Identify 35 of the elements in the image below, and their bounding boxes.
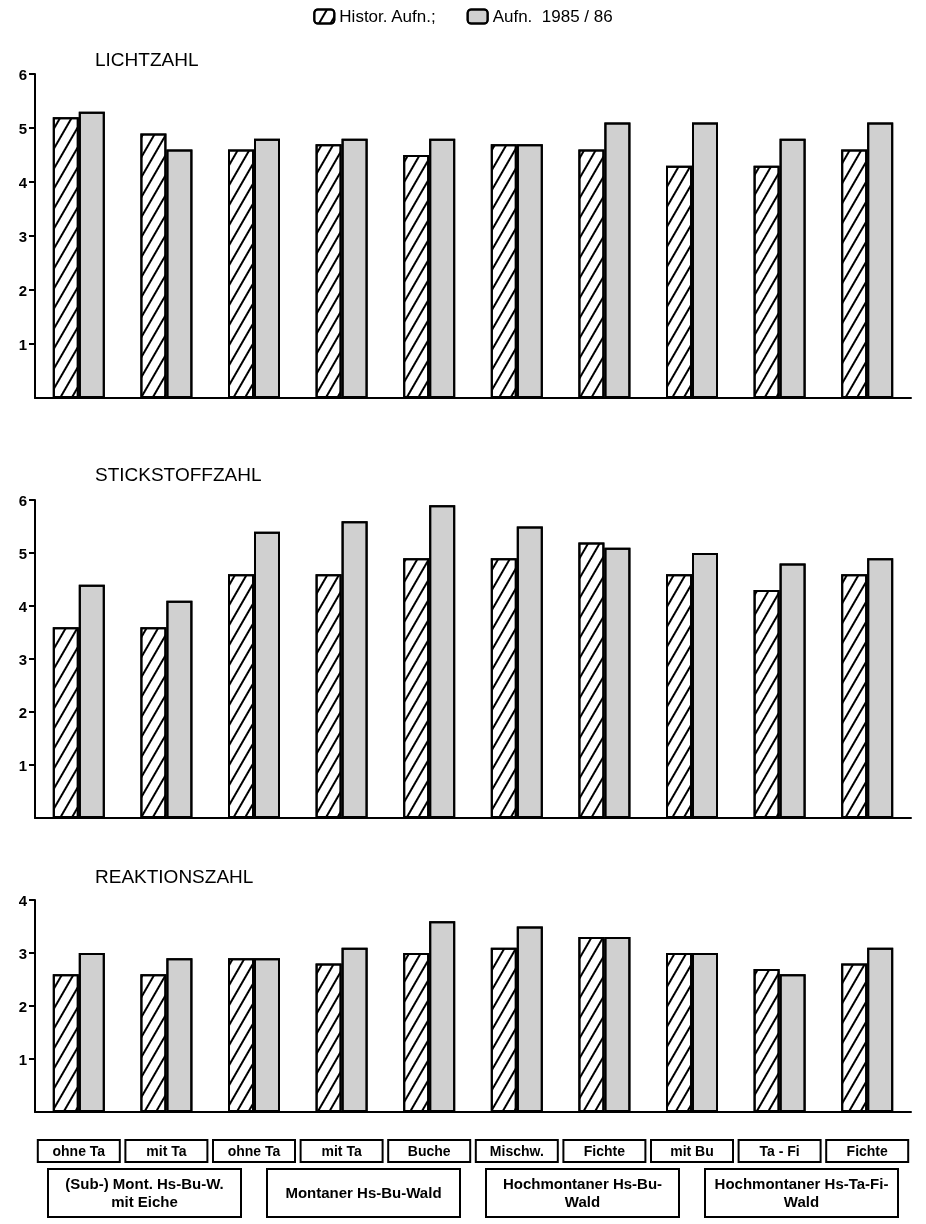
- chart-title: REAKTIONSZAHL: [95, 866, 254, 887]
- y-tick-label: 1: [18, 756, 27, 774]
- x-tick-label: Fichte: [583, 1143, 626, 1159]
- y-tick-label: 3: [18, 227, 27, 245]
- text: Montaner Hs-Bu-Wald: [266, 1168, 461, 1218]
- y-tick-label: 6: [18, 491, 27, 509]
- y-tick-label: 1: [18, 1050, 27, 1068]
- y-tick-label: 2: [18, 703, 27, 721]
- y-tick-label: 2: [18, 997, 27, 1015]
- text: Hochmontaner Hs-Bu-Wald: [485, 1168, 680, 1218]
- x-tick-label: mit Ta: [146, 1143, 187, 1159]
- y-tick-label: 4: [18, 173, 28, 191]
- legend-label: Histor. Aufn.;: [339, 7, 436, 26]
- x-tick-label: Fichte: [846, 1143, 889, 1159]
- x-tick-label: Ta - Fi: [759, 1143, 800, 1159]
- y-tick-label: 5: [18, 544, 27, 562]
- x-tick-label: mit Bu: [670, 1143, 714, 1159]
- y-tick-label: 3: [18, 650, 27, 668]
- x-tick-label: Mischw.: [489, 1143, 544, 1159]
- chart-title: STICKSTOFFZAHL: [95, 464, 262, 485]
- y-tick-label: 2: [18, 281, 27, 299]
- y-tick-label: 5: [18, 119, 27, 137]
- x-tick-label: Buche: [407, 1143, 451, 1159]
- chart-title: LICHTZAHL: [95, 49, 199, 70]
- y-tick-label: 3: [18, 944, 27, 962]
- y-tick-label: 4: [18, 597, 28, 615]
- legend-label: Aufn. 1985 / 86: [492, 7, 613, 26]
- x-tick-label: mit Ta: [321, 1143, 362, 1159]
- y-tick-label: 4: [18, 891, 28, 909]
- text: (Sub-) Mont. Hs-Bu-W. mit Eiche: [47, 1168, 242, 1218]
- y-tick-label: 6: [18, 65, 27, 83]
- x-tick-label: ohne Ta: [52, 1143, 106, 1159]
- text: Hochmontaner Hs-Ta-Fi-Wald: [704, 1168, 899, 1218]
- x-tick-label: ohne Ta: [227, 1143, 281, 1159]
- y-tick-label: 1: [18, 335, 27, 353]
